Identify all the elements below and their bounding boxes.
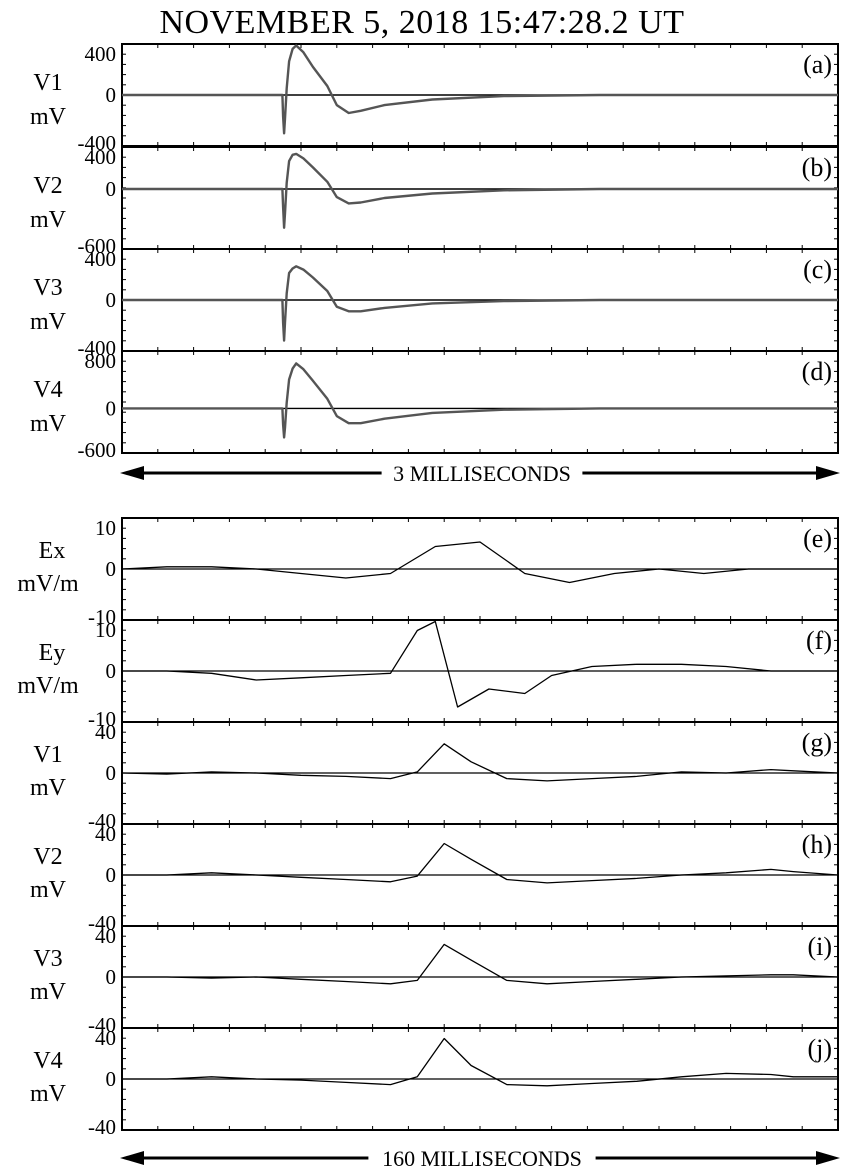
series-line-d	[122, 362, 838, 439]
channel-name-e: Ex	[39, 538, 66, 564]
y-tick-label: 0	[106, 659, 117, 683]
y-tick-label: 0	[106, 83, 117, 107]
channel-name-b: V2	[33, 173, 62, 199]
y-tick-label: 400	[85, 145, 117, 169]
y-tick-label: -400	[78, 336, 117, 360]
y-tick-label: -600	[78, 438, 117, 462]
chart-title: NOVEMBER 5, 2018 15:47:28.2 UT	[159, 4, 685, 41]
channel-name-i: V3	[33, 946, 62, 972]
time-span-label: 3 MILLISECONDS	[393, 461, 571, 486]
channel-unit-f: mV/m	[17, 673, 79, 699]
channel-name-c: V3	[33, 275, 62, 301]
y-tick-label: 0	[106, 396, 117, 420]
series-line-e	[121, 541, 838, 584]
time-arrow-left-head	[120, 1151, 144, 1165]
y-tick-label: 10	[95, 516, 116, 540]
y-tick-label: -10	[88, 707, 116, 731]
y-tick-label: 0	[106, 288, 117, 312]
panel-tag-h: (h)	[802, 830, 832, 859]
y-tick-label: -400	[78, 131, 117, 155]
channel-name-j: V4	[33, 1048, 62, 1074]
y-tick-label: 0	[106, 557, 117, 581]
channel-name-f: Ey	[39, 640, 66, 666]
channel-unit-h: mV	[30, 877, 67, 903]
y-tick-label: 10	[95, 618, 116, 642]
channel-name-d: V4	[33, 377, 62, 403]
series-line-j	[122, 1037, 838, 1087]
y-tick-label: -10	[88, 605, 116, 629]
time-arrow-left-head	[120, 466, 144, 480]
y-tick-label: 400	[85, 247, 117, 271]
time-arrow-right-head	[816, 466, 840, 480]
series-line-i	[122, 943, 839, 985]
panel-tag-g: (g)	[802, 728, 832, 757]
channel-unit-e: mV/m	[17, 571, 79, 597]
channel-name-a: V1	[33, 70, 62, 96]
y-tick-label: 400	[85, 42, 117, 66]
channel-unit-a: mV	[30, 104, 67, 130]
channel-unit-i: mV	[30, 979, 67, 1005]
series-line-c	[122, 265, 838, 342]
channel-unit-d: mV	[30, 411, 67, 437]
panel-tag-b: (b)	[802, 153, 832, 182]
panel-tag-j: (j)	[807, 1034, 832, 1063]
series-line-a	[122, 44, 838, 135]
panel-frame-b	[121, 146, 839, 250]
series-line-b	[122, 152, 838, 229]
y-tick-label: 0	[106, 1067, 117, 1091]
panel-tag-i: (i)	[807, 932, 832, 961]
time-arrow-right-head	[816, 1151, 840, 1165]
y-tick-label: -600	[78, 234, 117, 258]
panel-tag-e: (e)	[803, 524, 832, 553]
y-tick-label: 0	[106, 761, 117, 785]
panel-tag-d: (d)	[802, 357, 832, 386]
panel-tag-c: (c)	[803, 255, 832, 284]
channel-name-h: V2	[33, 844, 62, 870]
channel-unit-g: mV	[30, 775, 67, 801]
y-tick-label: 40	[95, 924, 116, 948]
y-tick-label: 800	[85, 349, 117, 373]
panel-frame-d	[121, 350, 839, 454]
y-tick-label: 40	[95, 1026, 116, 1050]
y-tick-label: -40	[88, 911, 116, 935]
y-tick-label: 40	[95, 822, 116, 846]
y-tick-label: -40	[88, 1013, 116, 1037]
series-line-f	[122, 620, 838, 708]
series-line-g	[121, 743, 839, 782]
series-line-h	[122, 842, 839, 884]
y-tick-label: 0	[106, 965, 117, 989]
channel-unit-c: mV	[30, 309, 67, 335]
y-tick-label: -40	[88, 1115, 116, 1139]
panel-tag-a: (a)	[803, 50, 832, 79]
panel-tag-f: (f)	[806, 626, 832, 655]
y-tick-label: -40	[88, 809, 116, 833]
channel-name-g: V1	[33, 742, 62, 768]
y-tick-label: 0	[106, 177, 117, 201]
y-tick-label: 40	[95, 720, 116, 744]
y-tick-label: 0	[106, 863, 117, 887]
channel-unit-b: mV	[30, 207, 67, 233]
time-span-label: 160 MILLISECONDS	[382, 1146, 582, 1171]
channel-unit-j: mV	[30, 1081, 67, 1107]
